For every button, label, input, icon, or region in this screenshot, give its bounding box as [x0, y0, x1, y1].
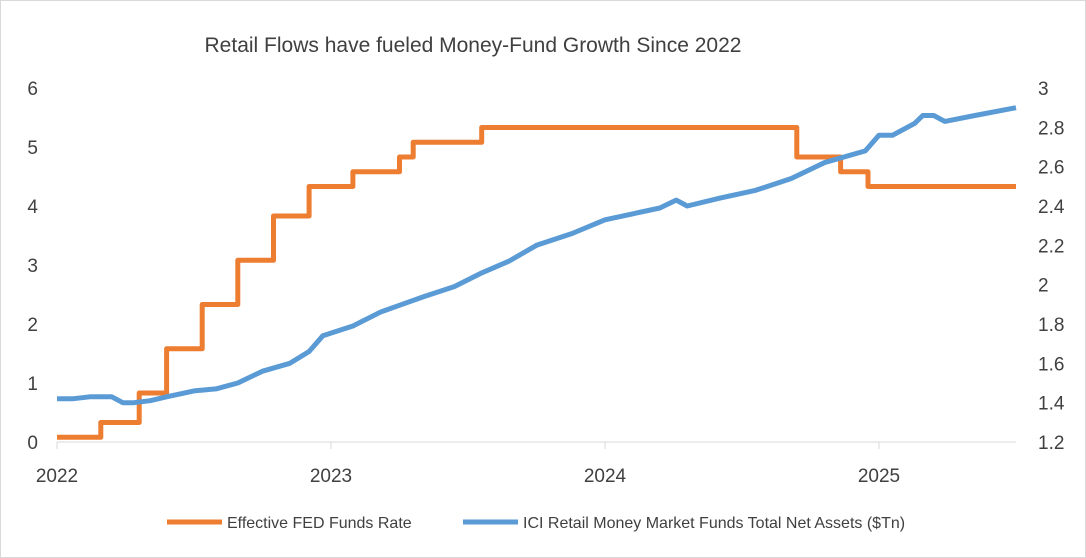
y-left-tick-label: 3	[27, 256, 38, 277]
y-right-tick-label: 1.4	[1038, 394, 1065, 415]
y-right-tick-label: 1.8	[1038, 315, 1064, 336]
y-right-tick-label: 2	[1038, 276, 1049, 297]
legend-label-fed-funds: Effective FED Funds Rate	[227, 515, 412, 532]
x-tick-label: 2023	[310, 466, 352, 487]
y-left-tick-label: 4	[27, 197, 38, 218]
y-right-tick-label: 2.4	[1038, 197, 1065, 218]
y-right-tick-label: 1.2	[1038, 433, 1064, 454]
y-right-tick-label: 2.6	[1038, 158, 1064, 179]
chart-title: Retail Flows have fueled Money-Fund Grow…	[205, 34, 742, 57]
y-left-tick-label: 1	[27, 374, 38, 395]
x-axis: 2022 2023 2024 2025	[36, 441, 1016, 487]
y-left-tick-label: 2	[27, 315, 38, 336]
legend-item-fed-funds: Effective FED Funds Rate	[167, 515, 412, 532]
y-left-tick-label: 6	[27, 79, 38, 100]
right-y-axis: 1.2 1.4 1.6 1.8 2 2.2 2.4 2.6 2.8 3	[1038, 79, 1065, 454]
retail-mmf-assets-line	[57, 105, 1017, 406]
y-left-tick-label: 5	[27, 138, 38, 159]
plot-lines	[57, 105, 1017, 440]
y-right-tick-label: 3	[1038, 79, 1049, 100]
left-y-axis: 0 1 2 3 4 5 6	[27, 79, 38, 454]
x-tick-label: 2024	[584, 466, 627, 487]
x-tick-label: 2025	[858, 466, 900, 487]
y-right-tick-label: 2.8	[1038, 118, 1064, 139]
x-tick-label: 2022	[36, 466, 78, 487]
fed-funds-rate-line	[57, 125, 1016, 440]
legend-item-retail-mmf: ICI Retail Money Market Funds Total Net …	[463, 515, 905, 532]
legend: Effective FED Funds Rate ICI Retail Money…	[167, 515, 905, 532]
legend-label-retail-mmf: ICI Retail Money Market Funds Total Net …	[523, 515, 905, 532]
y-right-tick-label: 2.2	[1038, 236, 1064, 257]
y-left-tick-label: 0	[27, 433, 38, 454]
y-right-tick-label: 1.6	[1038, 354, 1064, 375]
